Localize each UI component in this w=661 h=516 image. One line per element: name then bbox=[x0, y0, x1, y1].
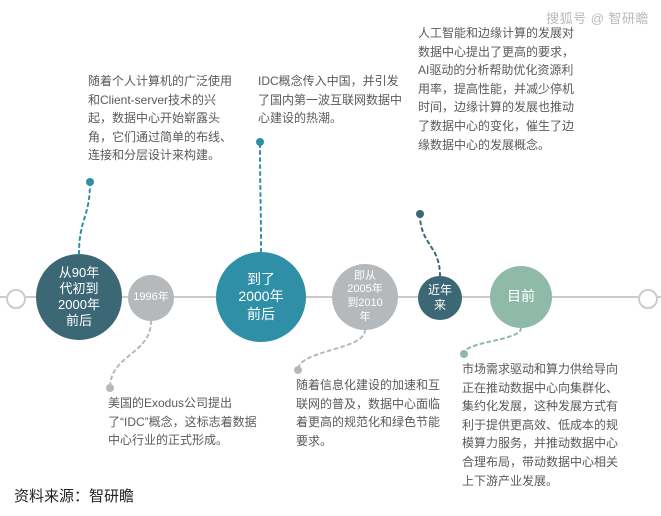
timeline-node-n5: 近年来 bbox=[418, 276, 462, 320]
connector-dot-icon bbox=[416, 210, 424, 218]
connector-path bbox=[464, 328, 521, 354]
connector-dot-icon bbox=[460, 350, 468, 358]
connector-path bbox=[420, 214, 440, 276]
timeline-node-n1: 从90年代初到2000年前后 bbox=[36, 254, 122, 340]
timeline-infographic: 搜狐号 @ 智研瞻 从90年代初到2000年前后1996年到了2000年前后即从… bbox=[0, 0, 661, 516]
timeline-node-n3: 到了2000年前后 bbox=[216, 252, 306, 342]
timeline-node-label: 从90年代初到2000年前后 bbox=[54, 265, 104, 330]
timeline-node-n2: 1996年 bbox=[128, 275, 174, 321]
axis-endpoint-right bbox=[638, 289, 658, 309]
timeline-node-n6: 目前 bbox=[490, 266, 552, 328]
timeline-note-t1: 随着个人计算机的广泛使用和Client-server技术的兴起，数据中心开始崭露… bbox=[88, 72, 238, 165]
source-attribution: 资料来源：智研瞻 bbox=[14, 485, 134, 506]
connector-path bbox=[260, 142, 261, 252]
connector-dot-icon bbox=[106, 384, 114, 392]
connector-dot-icon bbox=[294, 366, 302, 374]
timeline-note-t2: 美国的Exodus公司提出了“IDC”概念，这标志着数据中心行业的正式形成。 bbox=[108, 394, 258, 450]
connector-path bbox=[79, 182, 90, 254]
timeline-note-t4: 随着信息化建设的加速和互联网的普及，数据中心面临着更高的规范化和绿色节能要求。 bbox=[296, 376, 446, 450]
timeline-node-label: 到了2000年前后 bbox=[234, 271, 287, 324]
connector-path bbox=[110, 321, 151, 388]
timeline-node-n4: 即从2005年到2010年 bbox=[332, 264, 398, 330]
timeline-node-label: 1996年 bbox=[129, 291, 172, 305]
timeline-node-label: 目前 bbox=[503, 288, 539, 306]
connector-dot-icon bbox=[256, 138, 264, 146]
timeline-node-label: 即从2005年到2010年 bbox=[343, 270, 386, 325]
timeline-note-t5: 人工智能和边缘计算的发展对数据中心提出了更高的要求，AI驱动的分析帮助优化资源利… bbox=[418, 24, 576, 154]
axis-endpoint-left bbox=[6, 289, 26, 309]
timeline-note-t3: IDC概念传入中国，并引发了国内第一波互联网数据中心建设的热潮。 bbox=[258, 72, 408, 128]
timeline-node-label: 近年来 bbox=[424, 283, 456, 313]
connector-dot-icon bbox=[86, 178, 94, 186]
connector-path bbox=[298, 330, 365, 370]
timeline-note-t6: 市场需求驱动和算力供给导向正在推动数据中心向集群化、集约化发展，这种发展方式有利… bbox=[462, 360, 628, 490]
